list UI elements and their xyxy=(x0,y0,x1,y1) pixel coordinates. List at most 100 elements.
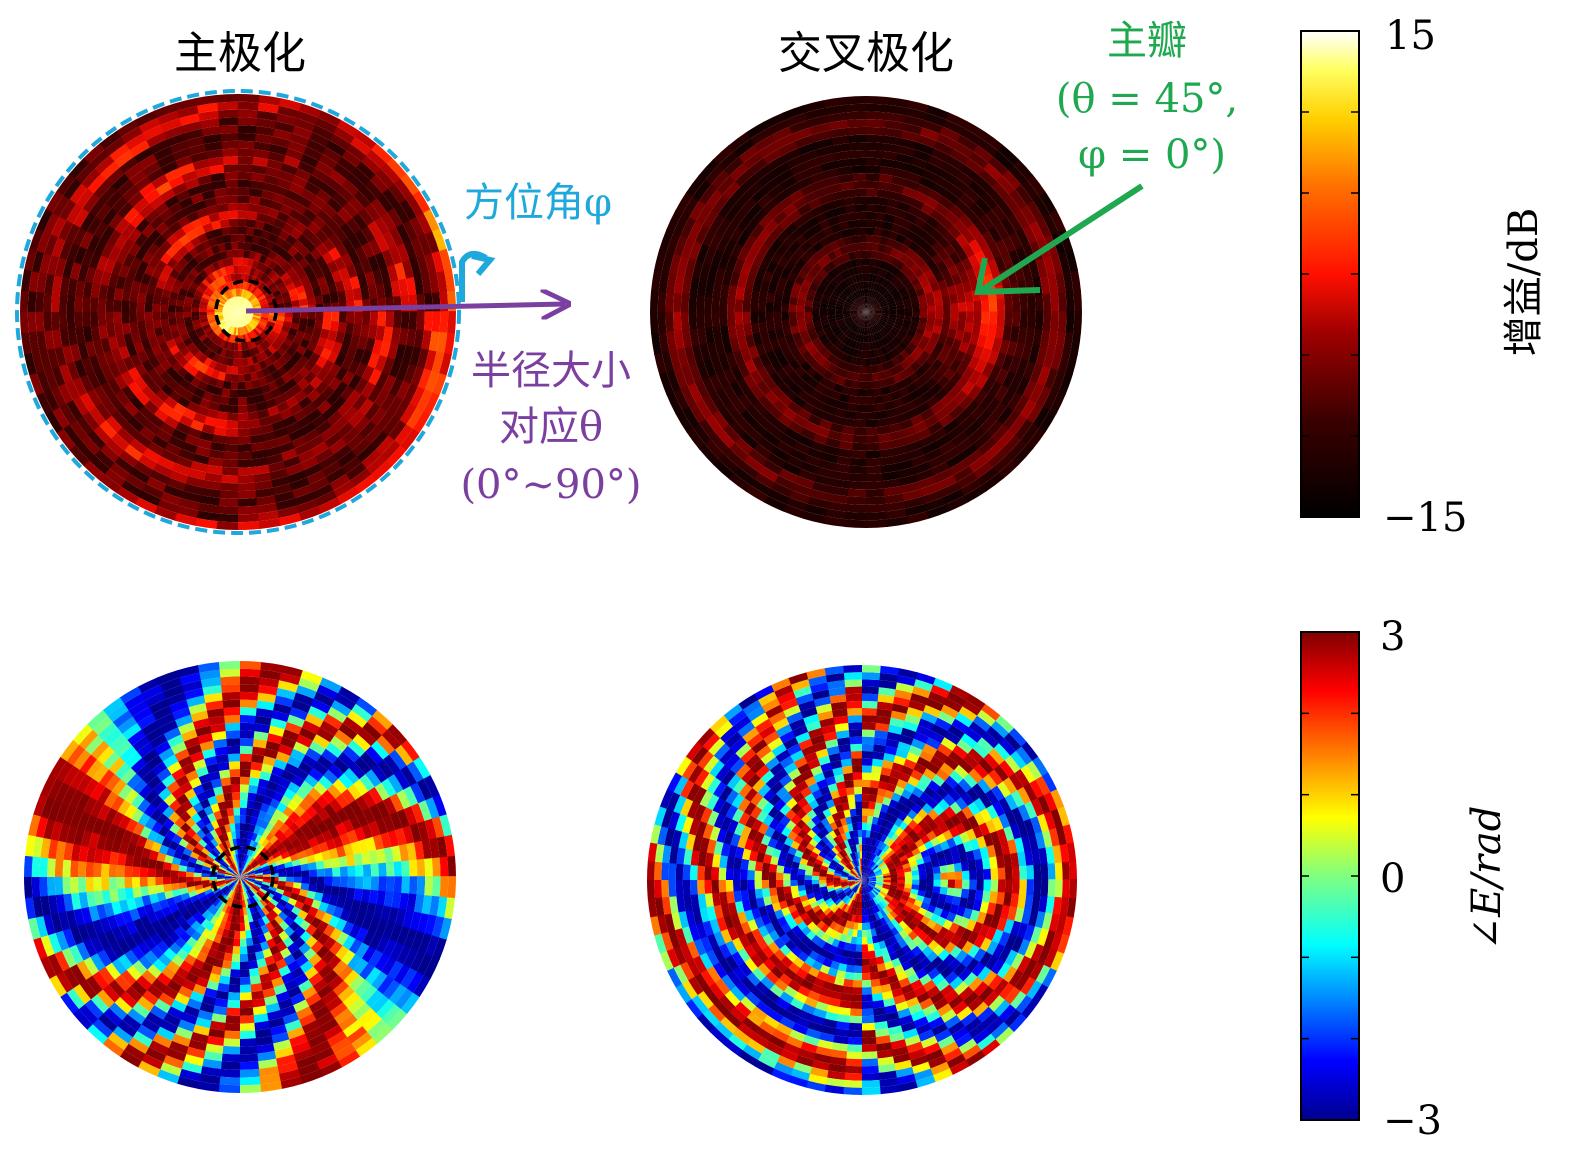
heatmap-cell xyxy=(232,358,239,367)
heatmap-cell xyxy=(294,442,312,456)
heatmap-cell xyxy=(181,389,195,402)
heatmap-cell xyxy=(230,961,241,970)
heatmap-cell xyxy=(239,776,250,785)
heatmap-cell xyxy=(283,455,302,469)
heatmap-cell xyxy=(238,451,254,460)
heatmap-cell xyxy=(221,323,229,331)
heatmap-cell xyxy=(265,398,278,409)
heatmap-cell xyxy=(233,305,238,312)
heatmap-cell xyxy=(973,300,982,312)
heatmap-cell xyxy=(291,175,308,189)
heatmap-cell xyxy=(178,877,187,884)
heatmap-cell xyxy=(252,268,261,278)
heatmap-cell xyxy=(238,319,242,328)
heatmap-cell xyxy=(168,298,177,307)
heatmap-cell xyxy=(183,177,200,190)
heatmap-cell xyxy=(371,268,384,285)
heatmap-cell xyxy=(845,111,866,121)
heatmap-cell xyxy=(201,293,211,301)
heatmap-cell xyxy=(187,427,203,439)
heatmap-cell xyxy=(212,261,221,271)
heatmap-cell xyxy=(367,324,378,340)
heatmap-cell xyxy=(866,419,878,428)
heatmap-cell xyxy=(155,181,172,196)
heatmap-cell xyxy=(382,281,393,298)
heatmap-cell xyxy=(263,256,273,267)
heatmap-cell xyxy=(381,230,397,250)
heatmap-cell xyxy=(106,324,116,339)
heatmap-cell xyxy=(225,316,233,324)
heatmap-cell xyxy=(257,333,266,343)
heatmap-cell xyxy=(354,377,369,395)
heatmap-cell xyxy=(1011,296,1021,312)
heatmap-cell xyxy=(223,304,232,310)
heatmap-cell xyxy=(238,305,243,312)
heatmap-cell xyxy=(866,434,880,444)
heatmap-cell xyxy=(199,318,209,324)
heatmap-cell xyxy=(298,214,313,228)
heatmap-cell xyxy=(231,312,238,317)
heatmap-cell xyxy=(1027,311,1036,329)
heatmap-cell xyxy=(364,402,381,421)
heatmap-cell xyxy=(237,210,248,220)
heatmap-cell xyxy=(153,287,164,298)
heatmap-cell xyxy=(258,237,268,248)
heatmap-cell xyxy=(719,297,728,313)
heatmap-cell xyxy=(244,303,252,309)
heatmap-cell xyxy=(185,871,194,878)
heatmap-cell xyxy=(245,388,256,398)
heatmap-cell xyxy=(160,227,174,241)
heatmap-cell xyxy=(197,438,213,450)
heatmap-cell xyxy=(276,211,290,223)
heatmap-cell xyxy=(160,422,177,436)
heatmap-cell xyxy=(688,312,698,331)
heatmap-cell xyxy=(758,312,767,324)
heatmap-cell xyxy=(240,999,254,1009)
heatmap-cell xyxy=(333,227,349,243)
heatmap-cell xyxy=(302,383,316,397)
heatmap-cell xyxy=(115,359,129,375)
heatmap-cell xyxy=(238,319,240,328)
heatmap-cell xyxy=(284,311,293,318)
heatmap-cell xyxy=(261,247,272,258)
heatmap-cell xyxy=(159,188,176,203)
heatmap-cell xyxy=(859,250,866,259)
heatmap-cell xyxy=(229,326,234,335)
heatmap-cell xyxy=(378,876,387,892)
heatmap-cell xyxy=(35,312,45,333)
heatmap-cell xyxy=(270,285,280,294)
heatmap-cell xyxy=(144,209,159,225)
heatmap-cell xyxy=(269,200,283,212)
heatmap-cell xyxy=(252,346,261,356)
heatmap-cell xyxy=(244,316,251,322)
heatmap-cell xyxy=(259,318,268,324)
heatmap-cell xyxy=(192,319,201,326)
heatmap-cell xyxy=(97,312,107,327)
heatmap-cell xyxy=(223,314,231,319)
heatmap-cell xyxy=(67,278,78,297)
heatmap-cell xyxy=(1034,311,1044,330)
heatmap-cell xyxy=(239,807,247,816)
heatmap-cell xyxy=(935,304,944,312)
heatmap-cell xyxy=(245,349,252,358)
heatmap-cell xyxy=(234,923,241,932)
heatmap-cell xyxy=(208,401,221,412)
heatmap-cell xyxy=(121,385,137,402)
heatmap-cell xyxy=(276,401,290,413)
heatmap-cell xyxy=(127,416,145,433)
heatmap-cell xyxy=(231,307,238,312)
heatmap-cell xyxy=(765,312,774,323)
heatmap-cell xyxy=(337,321,347,334)
heatmap-cell xyxy=(233,312,238,319)
heatmap-cell xyxy=(361,365,375,382)
heatmap-cell xyxy=(260,229,271,241)
heatmap-cell xyxy=(927,311,936,319)
heatmap-cell xyxy=(189,192,205,205)
heatmap-cell xyxy=(242,326,248,335)
heatmap-cell xyxy=(347,865,356,877)
heatmap-cell xyxy=(309,278,320,290)
heatmap-cell xyxy=(789,296,798,306)
heatmap-cell xyxy=(243,242,252,251)
heatmap-cell xyxy=(198,354,208,364)
heatmap-cell xyxy=(208,254,218,265)
